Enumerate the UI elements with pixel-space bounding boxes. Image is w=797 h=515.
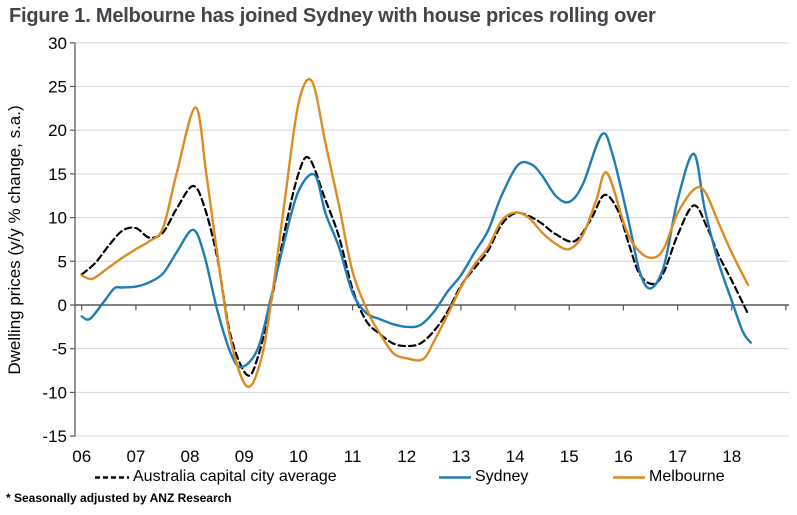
legend-label-melbourne: Melbourne [649, 468, 725, 485]
solid-line-swatch-icon [439, 475, 471, 479]
y-tick-label: 30 [48, 34, 67, 53]
x-tick-label: 16 [614, 447, 633, 466]
x-tick-label: 12 [397, 447, 416, 466]
axes-layer [70, 42, 789, 437]
y-tick-label: 15 [48, 165, 67, 184]
x-tick-label: 18 [722, 447, 741, 466]
dashed-line-swatch-icon [95, 475, 129, 479]
series-line-sydney [80, 132, 752, 369]
legend-item-melbourne: Melbourne [612, 468, 725, 486]
gridlines-layer [75, 42, 789, 437]
legend-item-sydney: Sydney [438, 468, 528, 486]
legend-label-australia-capital-city-average: Australia capital city average [133, 468, 337, 485]
y-axis-title: Dwelling prices (y/y % change, s.a.) [5, 105, 24, 374]
y-tick-label: 25 [48, 78, 67, 97]
x-tick-label: 13 [451, 447, 470, 466]
footnote: * Seasonally adjusted by ANZ Research [6, 491, 232, 505]
legend-label-sydney: Sydney [475, 468, 529, 485]
y-tick-label: 5 [58, 252, 67, 271]
y-tick-label: -15 [42, 427, 67, 446]
x-tick-label: 11 [344, 447, 362, 466]
y-tick-label: -5 [52, 340, 67, 359]
tick-labels-layer: 30 25 20 15 10 5 0 -5 -10 -15 06 07 08 09 10 11 12 13 14 15… [42, 34, 741, 466]
series-line-australia-capital-city-average [80, 155, 750, 377]
x-tick-label: 15 [560, 447, 579, 466]
legend: Australia capital city average Sydney Me… [0, 468, 797, 490]
series-layer [80, 78, 752, 389]
y-tick-label: 10 [48, 209, 67, 228]
x-tick-label: 06 [72, 447, 91, 466]
x-tick-label: 10 [289, 447, 308, 466]
x-tick-label: 14 [506, 447, 525, 466]
x-tick-label: 17 [668, 447, 687, 466]
x-tick-label: 09 [235, 447, 254, 466]
x-tick-label: 08 [181, 447, 200, 466]
y-tick-label: -10 [42, 383, 67, 402]
series-line-melbourne [80, 78, 750, 389]
x-tick-label: 07 [126, 447, 145, 466]
solid-line-swatch-icon [613, 475, 645, 479]
legend-item-australia-capital-city-average: Australia capital city average [94, 468, 337, 486]
y-tick-label: 0 [58, 296, 67, 315]
y-tick-label: 20 [48, 121, 67, 140]
chart-title: Figure 1. Melbourne has joined Sydney wi… [9, 5, 656, 27]
